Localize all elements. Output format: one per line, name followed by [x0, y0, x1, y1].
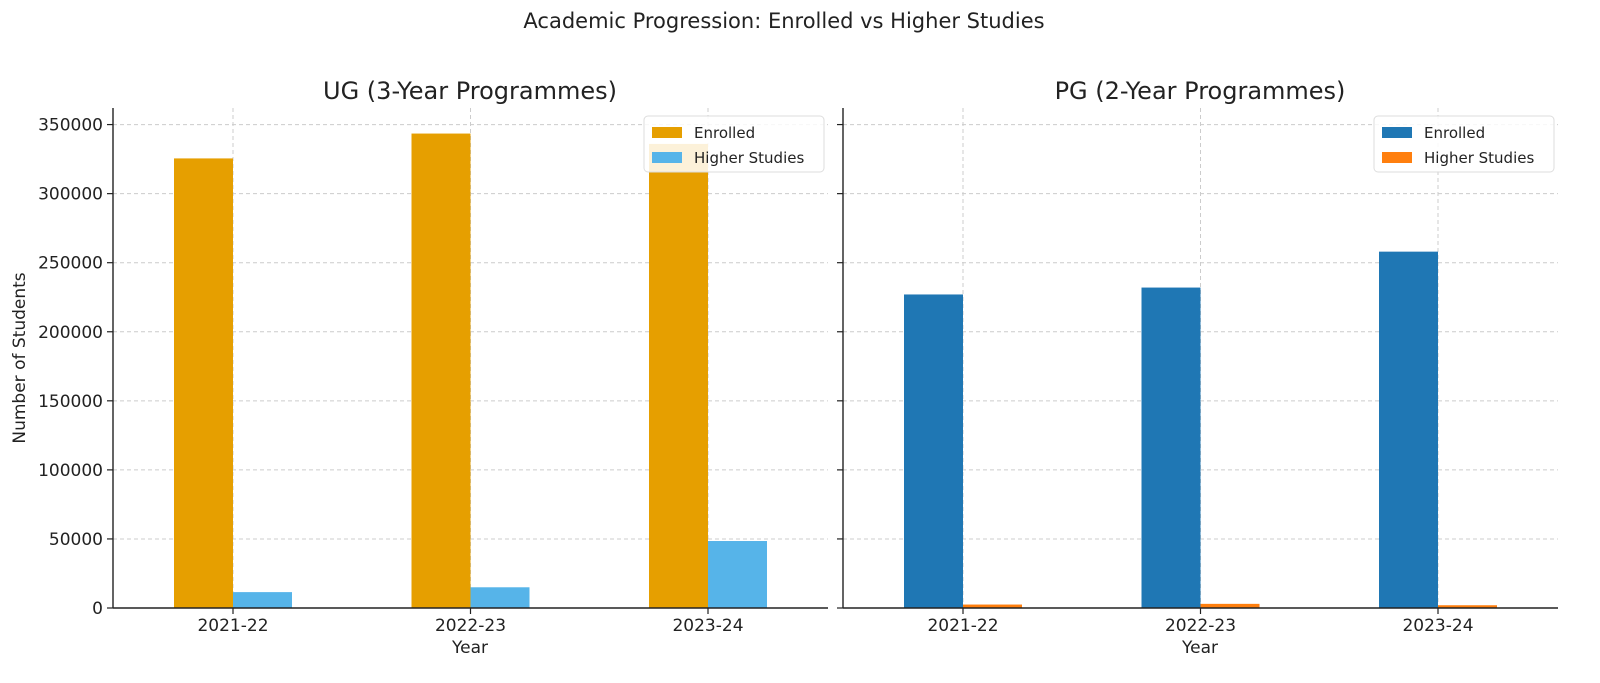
figure-suptitle: Academic Progression: Enrolled vs Higher… — [523, 9, 1044, 33]
ug-legend-label-0: Enrolled — [694, 124, 755, 142]
pg-legend-label-1: Higher Studies — [1424, 149, 1534, 167]
ug-x-tick-label-0: 2021-22 — [197, 616, 268, 636]
pg-bar-enrolled-2023-24 — [1379, 251, 1438, 608]
pg-legend-swatch-1 — [1382, 152, 1412, 163]
pg-x-axis-label: Year — [1181, 638, 1218, 658]
ug-x-axis-label: Year — [451, 638, 488, 658]
ug-bar-higher-studies-2021-22 — [233, 592, 292, 608]
ug-y-tick-label-6: 300000 — [38, 185, 103, 205]
ug-bar-enrolled-2023-24 — [649, 143, 708, 608]
ug-series-higher-studies — [233, 541, 767, 608]
pg-x-tick-label-1: 2022-23 — [1165, 616, 1236, 636]
pg-legend-box — [1373, 115, 1555, 173]
ug-y-tick-label-5: 250000 — [38, 254, 103, 274]
pg-panel-title: PG (2-Year Programmes) — [1055, 77, 1346, 105]
ug-bar-higher-studies-2022-23 — [470, 587, 530, 608]
ug-series-enrolled — [174, 133, 708, 608]
ug-bar-enrolled-2021-22 — [174, 158, 233, 608]
pg-bar-enrolled-2021-22 — [904, 294, 963, 608]
pg-x-tick-label-2: 2023-24 — [1402, 616, 1473, 636]
ug-y-axis-label: Number of Students — [10, 272, 30, 443]
pg-x-tick-label-0: 2021-22 — [927, 616, 998, 636]
pg-bar-higher-studies-2023-24 — [1438, 605, 1497, 608]
ug-y-tick-label-3: 150000 — [38, 392, 103, 412]
ug-legend: Enrolled Higher Studies — [643, 115, 825, 173]
ug-x-tick-label-2: 2023-24 — [672, 616, 743, 636]
ug-legend-label-1: Higher Studies — [694, 149, 804, 167]
ug-bar-enrolled-2022-23 — [411, 133, 471, 608]
ug-legend-swatch-0 — [652, 127, 682, 138]
ug-y-tick-label-2: 100000 — [38, 461, 103, 481]
ug-legend-swatch-1 — [652, 152, 682, 163]
ug-panel-title: UG (3-Year Programmes) — [323, 77, 617, 105]
pg-series-higher-studies — [963, 603, 1497, 608]
pg-bar-higher-studies-2022-23 — [1200, 603, 1260, 608]
ug-bar-higher-studies-2023-24 — [708, 541, 767, 608]
pg-series-enrolled — [904, 251, 1438, 608]
ug-y-tick-label-1: 50000 — [49, 530, 103, 550]
pg-legend-swatch-0 — [1382, 127, 1412, 138]
pg-bar-enrolled-2022-23 — [1141, 287, 1201, 608]
ug-y-tick-label-4: 200000 — [38, 323, 103, 343]
pg-bar-higher-studies-2021-22 — [963, 604, 1022, 608]
pg-legend: Enrolled Higher Studies — [1373, 115, 1555, 173]
ug-y-tick-label-0: 0 — [92, 599, 103, 619]
ug-panel: UG (3-Year Programmes) Year Number of St… — [10, 77, 828, 658]
ug-y-tick-label-7: 350000 — [38, 116, 103, 136]
ug-legend-box — [643, 115, 825, 173]
pg-panel: PG (2-Year Programmes) Year 2021-22 2022-… — [837, 77, 1558, 658]
ug-x-tick-label-1: 2022-23 — [435, 616, 506, 636]
pg-legend-label-0: Enrolled — [1424, 124, 1485, 142]
